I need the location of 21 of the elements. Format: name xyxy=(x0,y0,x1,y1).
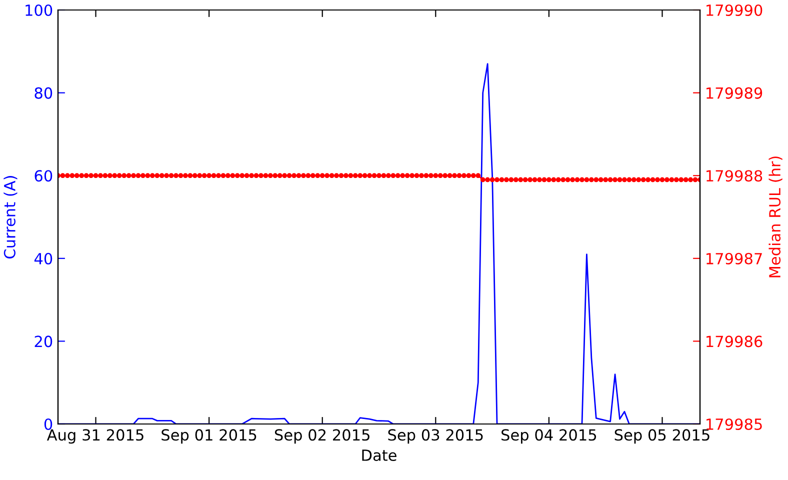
x-tick-label: Aug 31 2015 xyxy=(46,429,144,444)
y2-tick-label: 179990 xyxy=(706,4,762,16)
x-tick-label: Sep 04 2015 xyxy=(502,429,596,444)
x-tick-label: Sep 05 2015 xyxy=(614,429,710,444)
x-tick-label: Sep 02 2015 xyxy=(274,429,370,444)
y2-tick-label: 179989 xyxy=(706,87,762,99)
y2-axis-title: Median RUL (hr) xyxy=(768,156,782,278)
y-axis-title: Current (A) xyxy=(4,176,18,258)
x-tick-label: Sep 01 2015 xyxy=(162,429,256,444)
y2-tick-label: 179986 xyxy=(706,336,762,348)
y-tick-label: 60 xyxy=(34,170,52,182)
x-tick-label: Sep 03 2015 xyxy=(388,429,483,444)
y-tick-label: 100 xyxy=(26,4,52,16)
y2-tick-label: 179987 xyxy=(706,252,762,264)
y-tick-label: 80 xyxy=(34,87,52,99)
y2-tick-label: 179985 xyxy=(706,418,762,430)
y-tick-label: 40 xyxy=(34,252,52,264)
y2-tick-label: 179988 xyxy=(706,170,762,182)
y-tick-label: 0 xyxy=(44,418,52,430)
y-tick-label: 20 xyxy=(34,336,52,348)
x-axis-title: Date xyxy=(362,450,396,462)
